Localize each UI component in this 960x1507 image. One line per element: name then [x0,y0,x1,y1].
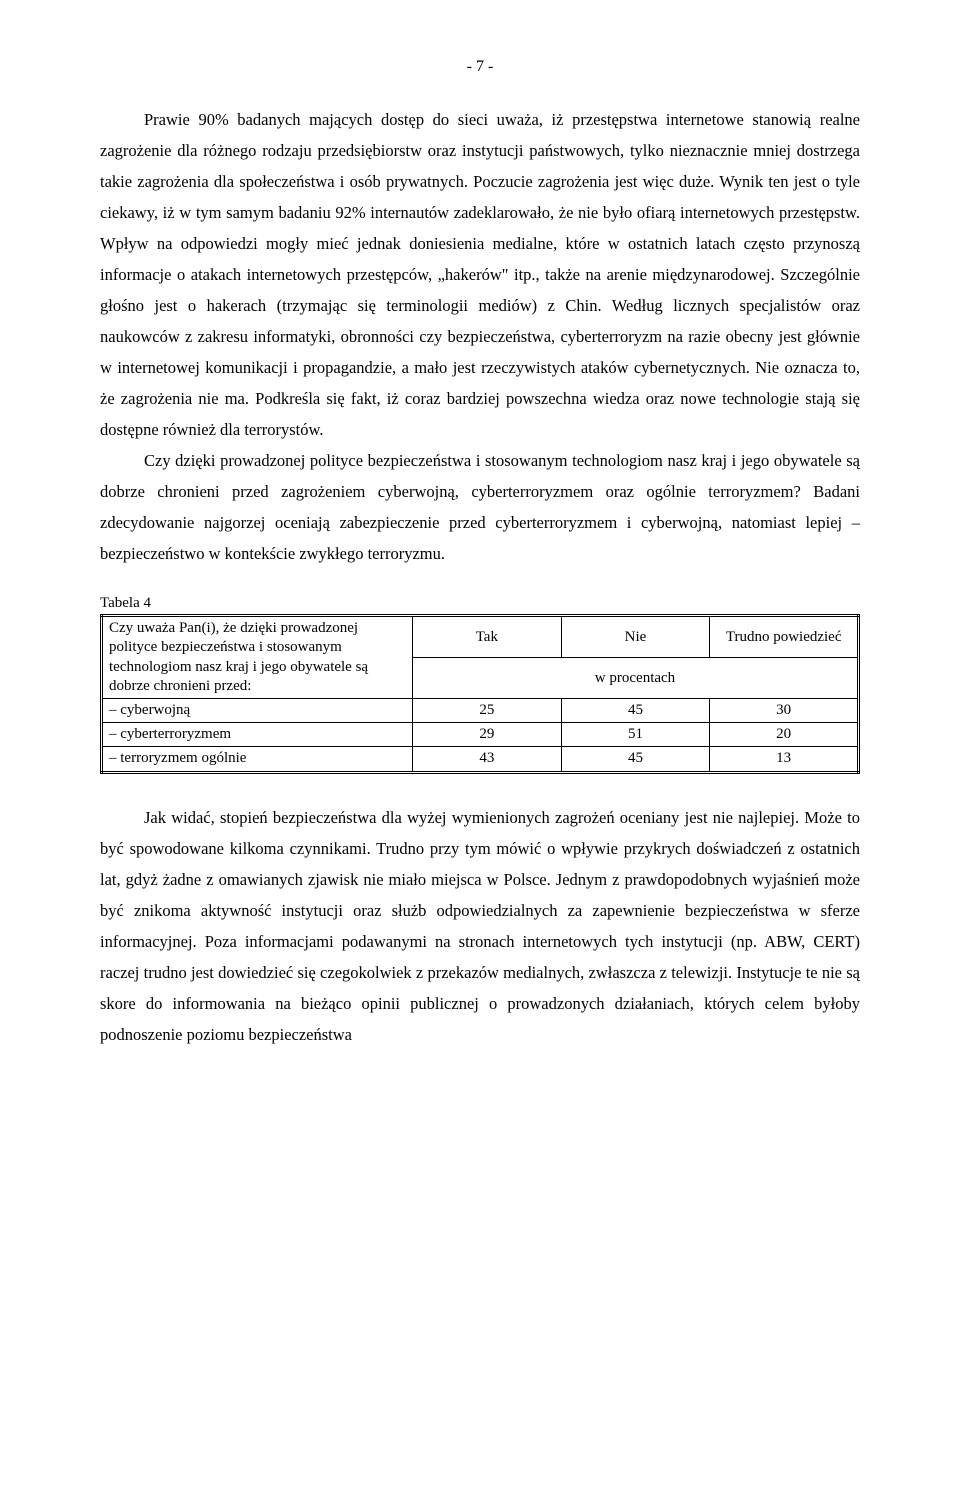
body-paragraph-3: Jak widać, stopień bezpieczeństwa dla wy… [100,802,860,1050]
row-label: – terroryzmem ogólnie [102,747,413,772]
table-header-row: Czy uważa Pan(i), że dzięki prowadzonej … [102,616,859,658]
table-row: – cyberwojną 25 45 30 [102,698,859,722]
row-val-tp: 20 [710,723,859,747]
page-number: - 7 - [100,58,860,76]
row-val-nie: 45 [561,698,710,722]
unit-cell: w procentach [413,658,859,699]
data-table: Czy uważa Pan(i), że dzięki prowadzonej … [100,614,860,773]
row-val-nie: 45 [561,747,710,772]
body-paragraph-1: Prawie 90% badanych mających dostęp do s… [100,104,860,445]
row-val-tp: 13 [710,747,859,772]
row-val-tp: 30 [710,698,859,722]
col-header-nie: Nie [561,616,710,658]
col-header-trudno: Trudno powiedzieć [710,616,859,658]
row-val-tak: 29 [413,723,562,747]
row-val-tak: 43 [413,747,562,772]
body-paragraph-2: Czy dzięki prowadzonej polityce bezpiecz… [100,445,860,569]
table-caption: Tabela 4 [100,595,860,612]
col-header-tak: Tak [413,616,562,658]
row-label: – cyberwojną [102,698,413,722]
row-label: – cyberterroryzmem [102,723,413,747]
row-val-nie: 51 [561,723,710,747]
table-row: – terroryzmem ogólnie 43 45 13 [102,747,859,772]
table-question-cell: Czy uważa Pan(i), że dzięki prowadzonej … [102,616,413,699]
table-row: – cyberterroryzmem 29 51 20 [102,723,859,747]
row-val-tak: 25 [413,698,562,722]
